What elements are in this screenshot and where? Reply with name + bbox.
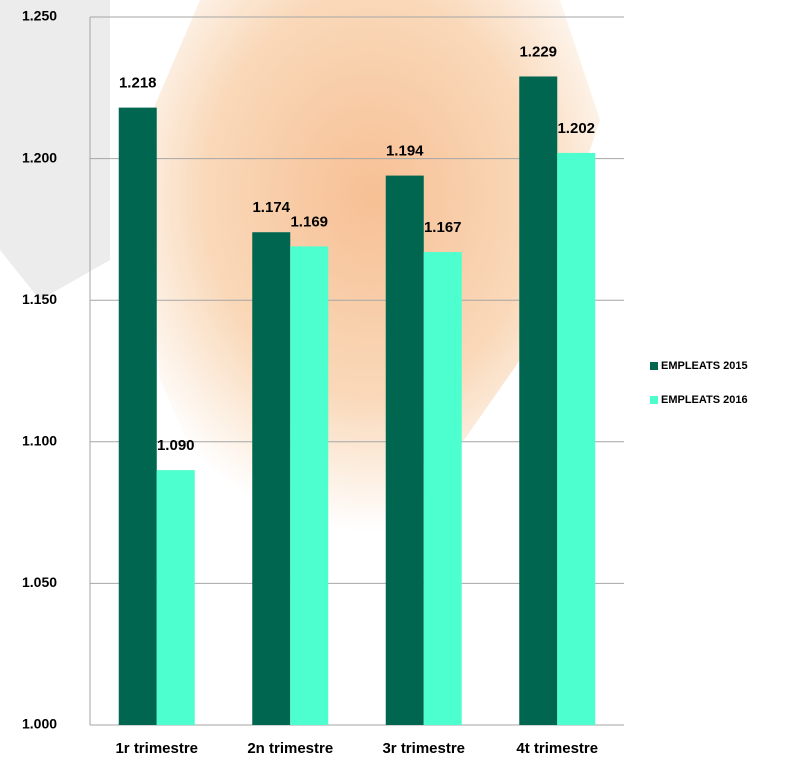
bar — [252, 232, 291, 725]
legend-label: EMPLEATS 2016 — [661, 394, 748, 406]
y-tick-label: 1.250 — [22, 8, 57, 24]
bar — [118, 107, 157, 725]
data-label: 1.174 — [252, 199, 290, 216]
y-tick-label: 1.100 — [22, 433, 57, 449]
legend-label: EMPLEATS 2015 — [661, 360, 748, 372]
bar — [290, 246, 329, 725]
data-label: 1.202 — [557, 120, 595, 137]
y-tick-label: 1.150 — [22, 291, 57, 307]
bar — [385, 175, 424, 726]
data-label: 1.090 — [157, 437, 195, 454]
data-label: 1.194 — [386, 143, 424, 160]
background-decoration — [0, 0, 110, 300]
x-tick-label: 2n trimestre — [247, 740, 333, 757]
legend-swatch — [650, 396, 658, 404]
bar — [519, 76, 558, 726]
y-tick-label: 1.200 — [22, 149, 57, 165]
data-label: 1.169 — [290, 213, 328, 230]
x-tick-label: 4t trimestre — [516, 740, 598, 757]
bar — [423, 252, 462, 725]
y-tick-label: 1.000 — [22, 716, 57, 732]
bar — [156, 470, 195, 725]
bar — [557, 152, 596, 725]
legend-swatch — [650, 362, 658, 370]
y-tick-label: 1.050 — [22, 574, 57, 590]
x-tick-label: 3r trimestre — [382, 740, 465, 757]
data-label: 1.229 — [519, 43, 557, 60]
data-label: 1.167 — [424, 219, 462, 236]
x-tick-label: 1r trimestre — [115, 740, 198, 757]
data-label: 1.218 — [119, 75, 157, 92]
